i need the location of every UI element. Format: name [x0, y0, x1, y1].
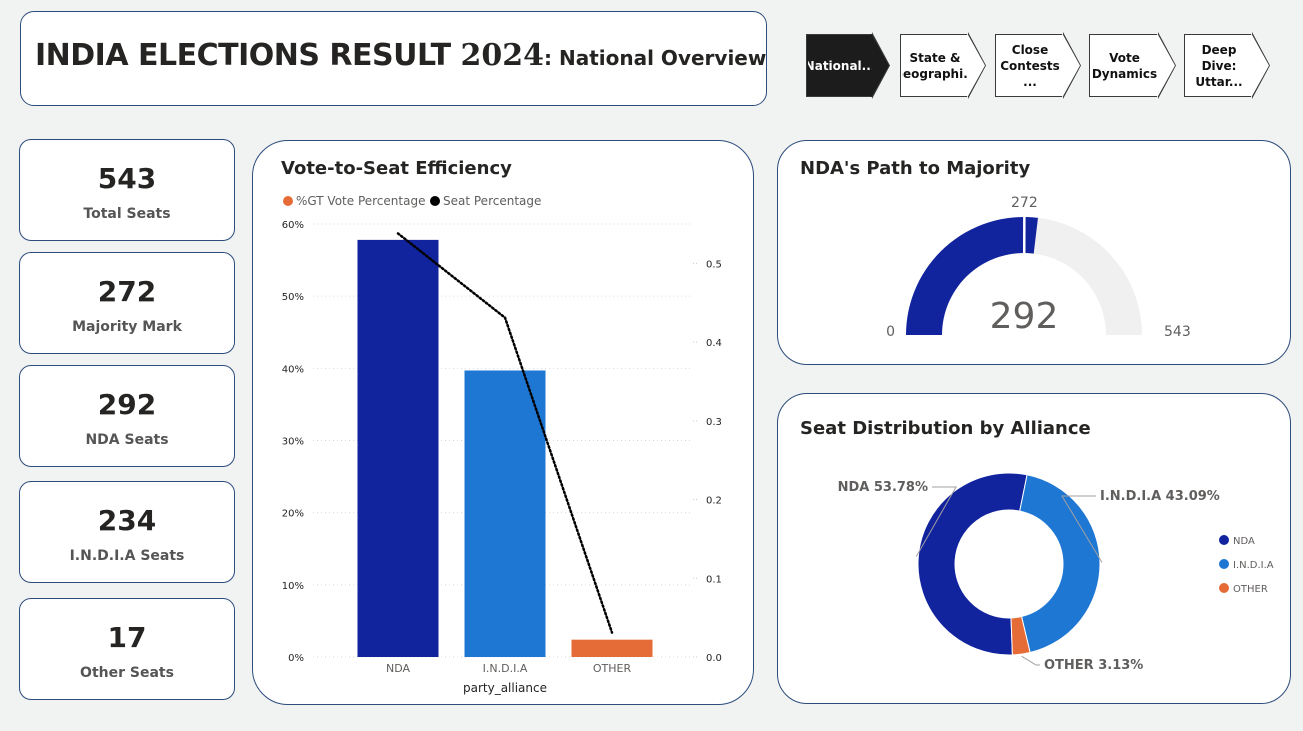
y2-tick-label: 0.5 — [706, 259, 722, 270]
data-label-leader — [1061, 495, 1103, 563]
kpi-label: I.N.D.I.A Seats — [69, 548, 185, 564]
y-tick-label: 0% — [288, 653, 304, 664]
nav-page-deep-dive[interactable]: Deep Dive: Uttar... — [1184, 32, 1270, 99]
x-tick-label: OTHER — [593, 662, 632, 675]
x-tick-label: NDA — [386, 662, 411, 675]
gauge-target-label: 272 — [1011, 195, 1038, 211]
y-tick-label: 30% — [282, 437, 304, 448]
legend-label-seat-percentage: Seat Percentage — [443, 194, 541, 208]
kpi-label: NDA Seats — [85, 432, 169, 448]
donut-slice-other — [1010, 615, 1031, 656]
legend-marker-other — [1219, 583, 1229, 593]
kpi-card-other-seats: 17 Other Seats — [19, 598, 235, 700]
title-year: 2024 — [460, 38, 545, 73]
nav-page-label: State & Geographi... — [902, 50, 968, 81]
bar-india — [464, 370, 546, 657]
title-main: INDIA ELECTIONS RESULT — [35, 38, 461, 73]
page-title: INDIA ELECTIONS RESULT 2024: National Ov… — [35, 38, 766, 73]
y-tick-label: 50% — [282, 292, 304, 303]
donut-slice-nda — [917, 472, 1028, 656]
seat-distribution-card: Seat Distribution by Alliance NDA 53.78%… — [777, 393, 1291, 704]
kpi-card-india-seats: 234 I.N.D.I.A Seats — [19, 481, 235, 583]
gauge-value-label: 292 — [990, 296, 1059, 337]
legend-label: NDA — [1233, 536, 1255, 547]
bar-nda — [357, 239, 439, 658]
chart-title: Seat Distribution by Alliance — [800, 418, 1091, 439]
kpi-value: 543 — [97, 162, 157, 195]
legend-marker-vote-percentage — [283, 196, 293, 206]
y2-tick-label: 0.2 — [706, 496, 722, 507]
kpi-label: Other Seats — [80, 665, 174, 681]
nav-page-state-geography[interactable]: State & Geographi... — [900, 32, 986, 99]
y-tick-label: 60% — [282, 220, 304, 231]
legend-label: I.N.D.I.A — [1233, 560, 1274, 571]
data-label-leader — [1021, 655, 1040, 666]
y-tick-label: 10% — [282, 581, 304, 592]
legend-label: OTHER — [1233, 584, 1268, 595]
path-to-majority-card: NDA's Path to Majority 272 292 0 543 — [777, 140, 1291, 365]
bar-other — [571, 639, 653, 657]
y2-tick-label: 0.4 — [706, 338, 722, 349]
nav-page-vote-dynamics[interactable]: Vote Dynamics — [1089, 32, 1176, 99]
kpi-value: 17 — [107, 621, 147, 654]
data-label-leader — [915, 486, 957, 557]
legend-marker-nda — [1219, 535, 1229, 545]
kpi-label: Total Seats — [83, 206, 171, 222]
chart-title: Vote-to-Seat Efficiency — [281, 158, 512, 179]
gauge-max-label: 543 — [1164, 324, 1191, 340]
chart-title: NDA's Path to Majority — [800, 158, 1031, 179]
nav-page-label: Vote Dynamics — [1091, 50, 1158, 81]
gauge-value-arc — [906, 217, 1038, 335]
title-subtitle: : National Overview — [544, 46, 767, 70]
nav-page-label: Deep Dive: Uttar... — [1195, 42, 1243, 89]
kpi-card-total-seats: 543 Total Seats — [19, 139, 235, 241]
y2-tick-label: 0.3 — [706, 417, 722, 428]
seat-distribution-donut: NDA 53.78% I.N.D.I.A 43.09% OTHER 3.13% NDA… — [838, 472, 1274, 673]
x-tick-label: I.N.D.I.A — [483, 662, 528, 675]
gauge-min-label: 0 — [886, 324, 895, 340]
nav-page-close-contests[interactable]: Close Contests ... — [995, 32, 1081, 99]
data-label: OTHER 3.13% — [1044, 658, 1143, 673]
legend-label-vote-percentage: %GT Vote Percentage — [296, 194, 425, 208]
nav-page-label: Close Contests ... — [1000, 42, 1060, 89]
kpi-label: Majority Mark — [72, 319, 182, 335]
vote-seat-efficiency-card: Vote-to-Seat Efficiency %GT Vote Percent… — [252, 140, 754, 705]
x-axis-title: party_alliance — [463, 681, 547, 695]
y2-tick-label: 0.1 — [706, 574, 722, 585]
kpi-value: 234 — [97, 504, 157, 537]
nav-page-national[interactable]: National... — [806, 32, 890, 99]
majority-gauge: 272 292 0 543 — [886, 195, 1191, 340]
title-card: INDIA ELECTIONS RESULT 2024: National Ov… — [20, 11, 767, 106]
kpi-value: 292 — [97, 388, 157, 421]
y-tick-label: 40% — [282, 364, 304, 375]
seat-percentage-line — [396, 232, 614, 634]
y2-tick-label: 0.0 — [706, 653, 722, 664]
kpi-card-majority-mark: 272 Majority Mark — [19, 252, 235, 354]
data-label: NDA 53.78% — [838, 480, 928, 495]
nav-page-label: National... — [808, 58, 872, 73]
legend-marker-india — [1219, 559, 1229, 569]
data-label: I.N.D.I.A 43.09% — [1100, 489, 1220, 504]
donut-slice-india — [1019, 474, 1101, 654]
y-tick-label: 20% — [282, 509, 304, 520]
kpi-card-nda-seats: 292 NDA Seats — [19, 365, 235, 467]
legend-marker-seat-percentage — [430, 196, 440, 206]
vote-seat-efficiency-chart: %GT Vote Percentage Seat Percentage 0% 10% 2… — [282, 194, 722, 695]
kpi-value: 272 — [97, 275, 157, 308]
